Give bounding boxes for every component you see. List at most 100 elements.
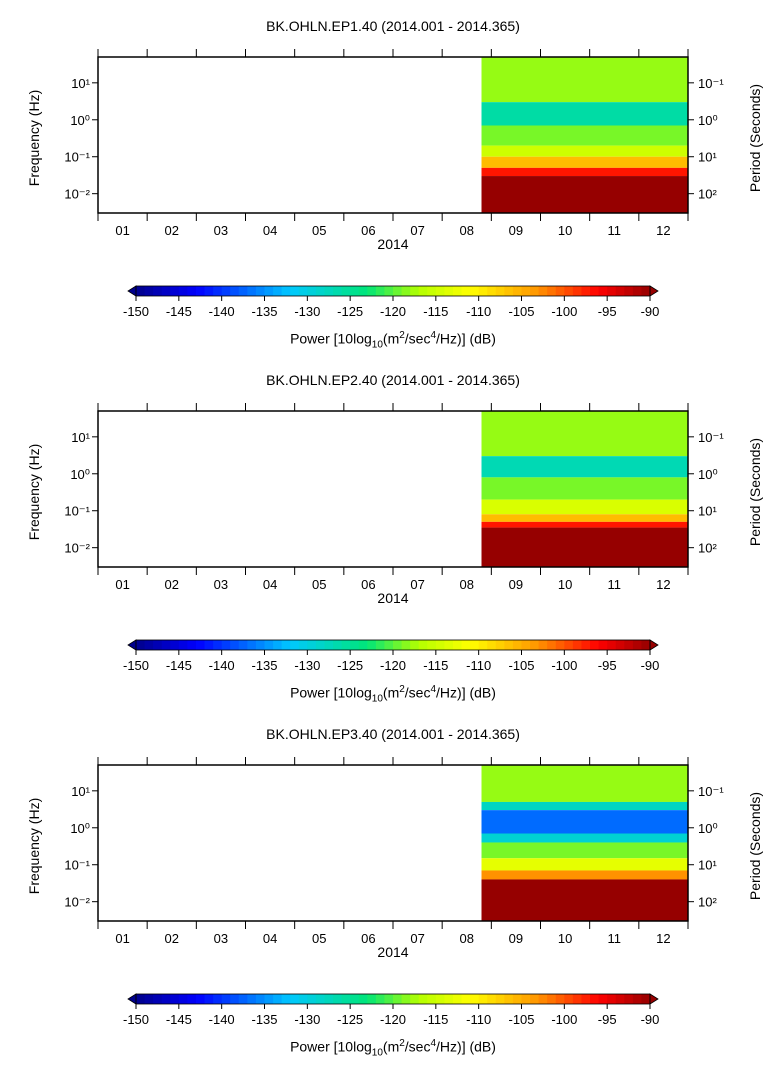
colorbar-swatch <box>564 640 574 650</box>
colorbar-swatch <box>195 640 206 650</box>
colorbar-swatch <box>187 640 197 650</box>
colorbar-tick-label: -120 <box>380 304 406 319</box>
power-band <box>481 527 688 567</box>
colorbar-swatch <box>478 640 488 650</box>
y2-tick-label: 10⁰ <box>698 821 718 836</box>
colorbar-swatch <box>273 286 283 296</box>
x-tick-label: 03 <box>214 577 228 592</box>
colorbar-swatch <box>393 286 403 296</box>
colorbar-swatch <box>487 286 497 296</box>
colorbar-swatch <box>298 640 308 650</box>
colorbar-swatch <box>461 286 471 296</box>
colorbar-swatch <box>512 286 523 296</box>
x-tick-label: 02 <box>165 931 179 946</box>
colorbar-swatch <box>641 994 651 1004</box>
colorbar-swatch <box>521 640 531 650</box>
y-tick-label: 10¹ <box>71 430 90 445</box>
colorbar-swatch <box>367 640 377 650</box>
colorbar-tick-label: -135 <box>251 304 277 319</box>
colorbar-swatch <box>204 640 214 650</box>
colorbar-swatch <box>418 286 428 296</box>
power-band <box>481 521 688 528</box>
colorbar-swatch <box>238 286 248 296</box>
y2-tick-label: 10⁻¹ <box>698 76 724 91</box>
colorbar-swatch <box>264 286 274 296</box>
colorbar-swatch <box>435 640 445 650</box>
colorbar-tick-label: -110 <box>466 1012 491 1027</box>
colorbar-swatch <box>555 994 565 1004</box>
x-tick-label: 04 <box>263 223 277 238</box>
colorbar-tick-label: -100 <box>551 1012 577 1027</box>
colorbar-swatch <box>598 286 608 296</box>
colorbar-swatch <box>624 286 634 296</box>
y-tick-label: 10⁻² <box>64 895 90 910</box>
colorbar-swatch <box>572 286 583 296</box>
colorbar-swatch <box>315 994 326 1004</box>
colorbar-label: Power [10log10(m2/sec4/Hz)] (dB) <box>290 684 496 705</box>
colorbar-swatch <box>521 286 531 296</box>
x-axis-label: 2014 <box>377 236 409 252</box>
x-tick-label: 04 <box>263 577 277 592</box>
colorbar-tick-label: -150 <box>123 658 149 673</box>
colorbar-tick-label: -120 <box>380 1012 406 1027</box>
power-band <box>481 145 688 157</box>
x-tick-label: 12 <box>656 577 670 592</box>
colorbar-swatch <box>452 286 463 296</box>
colorbar-swatch <box>153 994 163 1004</box>
colorbar-swatch <box>247 640 257 650</box>
colorbar-tick-label: -125 <box>337 1012 363 1027</box>
colorbar-swatch <box>564 286 574 296</box>
colorbar-swatch <box>204 994 214 1004</box>
colorbar-swatch <box>187 994 197 1004</box>
x-tick-label: 06 <box>361 223 375 238</box>
x-tick-label: 10 <box>558 931 572 946</box>
colorbar-swatch <box>410 640 420 650</box>
colorbar-swatch <box>624 994 634 1004</box>
colorbar-swatch <box>161 286 171 296</box>
colorbar-swatch <box>444 994 454 1004</box>
y-tick-label: 10⁻² <box>64 541 90 556</box>
colorbar-swatch <box>367 994 377 1004</box>
colorbar-swatch <box>452 994 463 1004</box>
colorbar-swatch <box>195 994 206 1004</box>
x-tick-label: 04 <box>263 931 277 946</box>
colorbar-tick-label: -130 <box>294 304 320 319</box>
colorbar-swatch <box>470 640 480 650</box>
x-tick-label: 05 <box>312 931 326 946</box>
colorbar-tick-label: -95 <box>598 1012 617 1027</box>
colorbar-tick-label: -140 <box>209 658 235 673</box>
colorbar-min-arrow <box>127 639 137 651</box>
power-band <box>481 125 688 146</box>
colorbar-swatch <box>530 994 540 1004</box>
colorbar-tick-label: -105 <box>508 658 534 673</box>
colorbar-swatch <box>401 286 411 296</box>
colorbar-swatch <box>153 286 163 296</box>
colorbar-swatch <box>384 994 394 1004</box>
colorbar-swatch <box>298 286 308 296</box>
colorbar-tick-label: -135 <box>251 1012 277 1027</box>
colorbar-swatch <box>470 994 480 1004</box>
colorbar-swatch <box>410 286 420 296</box>
colorbar-swatch <box>512 640 523 650</box>
colorbar-swatch <box>401 640 411 650</box>
colorbar-swatch <box>538 286 548 296</box>
colorbar-swatch <box>581 286 591 296</box>
power-band <box>481 801 688 811</box>
colorbar-tick-label: -100 <box>551 658 577 673</box>
colorbar-swatch <box>590 286 600 296</box>
colorbar-tick-label: -90 <box>641 658 660 673</box>
colorbar-swatch <box>461 994 471 1004</box>
colorbar-swatch <box>470 286 480 296</box>
colorbar-swatch <box>401 994 411 1004</box>
power-band <box>481 833 688 843</box>
spectrogram-panel-1: BK.OHLN.EP1.40 (2014.001 - 2014.365) Fre… <box>0 18 780 373</box>
colorbar-tick-label: -115 <box>423 1012 448 1027</box>
colorbar-swatch <box>264 994 274 1004</box>
colorbar-swatch <box>170 994 180 1004</box>
colorbar-tick-label: -145 <box>166 658 192 673</box>
colorbar-swatch <box>255 286 266 296</box>
colorbar-swatch <box>632 994 643 1004</box>
colorbar-swatch <box>581 994 591 1004</box>
y2-tick-label: 10¹ <box>698 504 717 519</box>
colorbar-swatch <box>255 640 266 650</box>
